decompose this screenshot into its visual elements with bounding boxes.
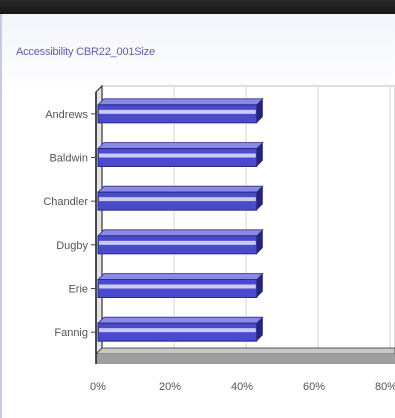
x-tick-label: 80%	[375, 381, 395, 393]
plot-area	[101, 85, 395, 349]
axis-wall	[95, 84, 103, 356]
bar-end-cap	[256, 98, 263, 123]
bar-highlight	[99, 328, 256, 333]
bar-top-face	[97, 316, 264, 324]
x-tick-label: 20%	[159, 381, 181, 393]
bar-highlight	[99, 197, 256, 202]
bar-end-cap	[256, 142, 263, 167]
x-tick-label: 60%	[303, 381, 325, 393]
category-label: Andrews	[45, 109, 88, 121]
bar-end-cap	[256, 186, 263, 211]
x-tick-label: 40%	[231, 381, 253, 393]
axis-floor-edge	[96, 354, 395, 364]
bar-highlight	[99, 284, 256, 289]
category-label: Dugby	[56, 240, 88, 252]
chart-title: Accessibility CBR22_001Size	[16, 46, 155, 58]
bar-top-face	[97, 185, 264, 193]
x-tick-label: 0%	[90, 381, 106, 393]
bar-top-face	[97, 273, 264, 280]
bar-highlight	[99, 109, 256, 114]
bar-highlight	[99, 153, 256, 158]
window-top-bar	[0, 0, 395, 14]
bar-top-face	[97, 229, 264, 237]
axis-floor	[94, 347, 395, 355]
category-label: Fannig	[54, 327, 88, 339]
bar-top-face	[97, 142, 264, 149]
category-label: Baldwin	[49, 153, 88, 165]
category-label: Chandler	[43, 196, 88, 208]
window-left-border	[0, 14, 2, 418]
bar-end-cap	[256, 229, 263, 254]
bar-top-face	[97, 98, 264, 106]
bar-highlight	[99, 240, 256, 245]
category-label: Erie	[68, 284, 88, 296]
bar-end-cap	[256, 273, 263, 298]
bar-end-cap	[256, 317, 263, 342]
